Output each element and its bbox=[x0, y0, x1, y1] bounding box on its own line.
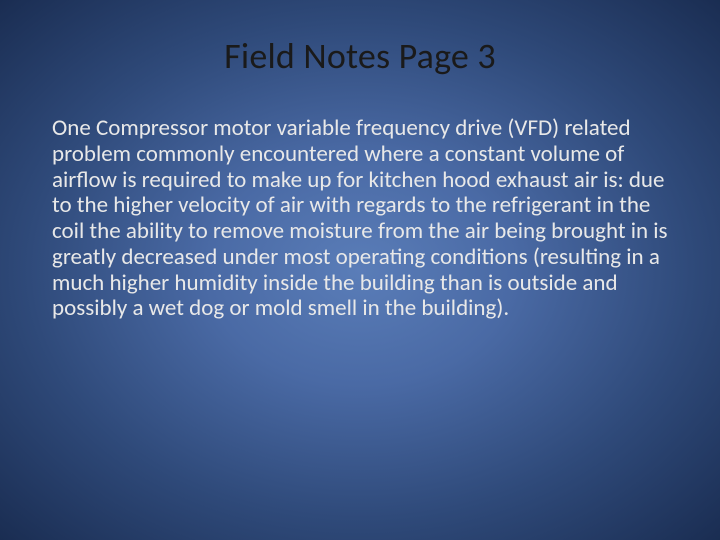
slide-body-text: One Compressor motor variable frequency … bbox=[48, 116, 672, 322]
presentation-slide: Field Notes Page 3 One Compressor motor … bbox=[0, 0, 720, 540]
slide-title: Field Notes Page 3 bbox=[48, 34, 672, 78]
